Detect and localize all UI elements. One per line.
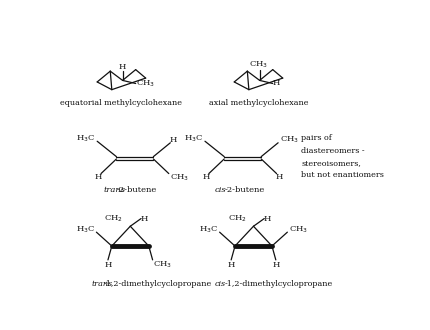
Text: pairs of
diastereomers -
stereoisomers,
but not enantiomers: pairs of diastereomers - stereoisomers, … xyxy=(301,134,384,179)
Text: -1,2-dimethylcyclopropane: -1,2-dimethylcyclopropane xyxy=(103,280,212,288)
Text: CH$_3$: CH$_3$ xyxy=(289,225,308,235)
Text: trans: trans xyxy=(103,186,125,194)
Text: CH$_3$: CH$_3$ xyxy=(154,259,172,270)
Text: CH$_3$: CH$_3$ xyxy=(169,172,189,183)
Text: equatorial methylcyclohexane: equatorial methylcyclohexane xyxy=(60,99,182,107)
Text: H: H xyxy=(119,63,126,71)
Text: CH$_3$: CH$_3$ xyxy=(136,78,156,89)
Text: -2-butene: -2-butene xyxy=(224,186,264,194)
Text: H: H xyxy=(94,174,101,182)
Text: H$_3$C: H$_3$C xyxy=(199,225,218,235)
Text: cis: cis xyxy=(215,280,226,288)
Text: H$_3$C: H$_3$C xyxy=(77,134,95,144)
Text: H: H xyxy=(170,136,177,144)
Text: H$_3$C: H$_3$C xyxy=(184,134,203,144)
Text: CH$_2$: CH$_2$ xyxy=(227,213,246,224)
Text: -1,2-dimethylcyclopropane: -1,2-dimethylcyclopropane xyxy=(224,280,332,288)
Text: H: H xyxy=(227,260,235,269)
Text: H: H xyxy=(202,174,209,182)
Text: CH$_2$: CH$_2$ xyxy=(104,213,123,224)
Text: H$_3$C: H$_3$C xyxy=(76,225,95,235)
Text: H: H xyxy=(276,174,283,182)
Text: -2-butene: -2-butene xyxy=(117,186,157,194)
Text: H: H xyxy=(272,80,280,87)
Text: cis: cis xyxy=(215,186,227,194)
Text: trans: trans xyxy=(92,280,113,288)
Text: H: H xyxy=(273,260,280,269)
Text: H: H xyxy=(141,214,148,222)
Text: H: H xyxy=(104,260,112,269)
Text: CH$_3$: CH$_3$ xyxy=(280,134,299,145)
Text: H: H xyxy=(264,214,271,222)
Text: CH$_3$: CH$_3$ xyxy=(249,60,268,70)
Text: axial methylcyclohexane: axial methylcyclohexane xyxy=(209,99,309,107)
